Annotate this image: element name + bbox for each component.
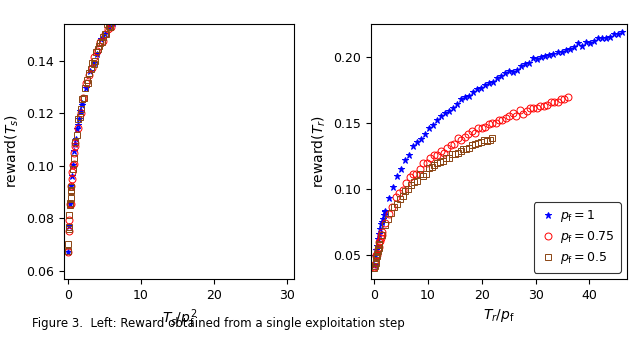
Text: Figure 3.  Left: Reward obtained from a single exploitation step: Figure 3. Left: Reward obtained from a s… [32,317,404,330]
Line: $p_{\mathrm{f}} = 0.75$: $p_{\mathrm{f}} = 0.75$ [371,94,572,271]
$p_{\mathrm{f}} = 1$ [513,67,521,71]
$p_{\mathrm{f}} = 0.5$ [436,160,444,164]
$p_{\mathrm{f}} = 0.5$ [448,152,456,156]
$p_{\mathrm{f}} = 0.5$ [468,143,476,147]
$p_{\mathrm{f}} = 0.75$ [371,265,378,269]
$p_{\mathrm{f}} = 0.5$ [396,197,403,201]
$p_{\mathrm{f}} = 1$ [371,263,378,267]
$p_{\mathrm{f}} = 0.5$ [393,202,401,206]
$p_{\mathrm{f}} = 0.5$ [488,136,496,140]
$p_{\mathrm{f}} = 0.5$ [408,183,415,187]
$p_{\mathrm{f}} = 0.5$ [378,233,386,237]
X-axis label: $T_s/p_{\mathrm{f}}^2$: $T_s/p_{\mathrm{f}}^2$ [161,307,197,330]
$p_{\mathrm{f}} = 0.5$ [471,141,479,146]
$p_{\mathrm{f}} = 0.5$ [410,180,418,184]
$p_{\mathrm{f}} = 0.5$ [445,156,452,160]
$p_{\mathrm{f}} = 0.5$ [376,243,383,247]
$p_{\mathrm{f}} = 0.5$ [381,223,389,227]
$p_{\mathrm{f}} = 1$ [618,30,626,34]
$p_{\mathrm{f}} = 0.5$ [371,266,378,270]
$p_{\mathrm{f}} = 0.5$ [372,254,380,258]
$p_{\mathrm{f}} = 0.5$ [442,156,450,160]
Y-axis label: reward$(T_r)$: reward$(T_r)$ [310,115,328,188]
$p_{\mathrm{f}} = 0.5$ [422,172,429,176]
$p_{\mathrm{f}} = 0.5$ [372,256,380,260]
$p_{\mathrm{f}} = 0.5$ [401,189,409,193]
$p_{\mathrm{f}} = 0.5$ [399,194,406,198]
$p_{\mathrm{f}} = 0.5$ [439,159,447,164]
$p_{\mathrm{f}} = 0.5$ [486,138,493,142]
$p_{\mathrm{f}} = 0.75$ [509,111,516,115]
$p_{\mathrm{f}} = 0.75$ [550,100,558,104]
$p_{\mathrm{f}} = 0.5$ [483,139,490,143]
$p_{\mathrm{f}} = 0.5$ [433,161,441,165]
$p_{\mathrm{f}} = 0.5$ [454,151,461,155]
$p_{\mathrm{f}} = 0.5$ [404,187,412,191]
$p_{\mathrm{f}} = 0.5$ [387,211,395,215]
$p_{\mathrm{f}} = 0.5$ [474,141,482,146]
$p_{\mathrm{f}} = 0.5$ [375,246,383,250]
Legend: $p_{\mathrm{f}} = 1$, $p_{\mathrm{f}} = 0.75$, $p_{\mathrm{f}} = 0.5$: $p_{\mathrm{f}} = 1$, $p_{\mathrm{f}} = … [534,202,621,273]
$p_{\mathrm{f}} = 0.75$ [430,153,438,157]
$p_{\mathrm{f}} = 0.5$ [374,250,381,254]
$p_{\mathrm{f}} = 0.5$ [460,147,467,151]
$p_{\mathrm{f}} = 0.5$ [425,166,433,170]
$p_{\mathrm{f}} = 0.75$ [388,205,396,209]
Y-axis label: reward$(T_s)$: reward$(T_s)$ [3,114,20,188]
$p_{\mathrm{f}} = 0.5$ [416,172,424,176]
$p_{\mathrm{f}} = 0.5$ [371,265,379,269]
$p_{\mathrm{f}} = 0.5$ [413,179,421,183]
$p_{\mathrm{f}} = 0.5$ [465,146,473,150]
X-axis label: $T_r/p_{\mathrm{f}}$: $T_r/p_{\mathrm{f}}$ [483,307,515,324]
$p_{\mathrm{f}} = 0.5$ [374,245,382,250]
$p_{\mathrm{f}} = 1$ [525,61,533,65]
$p_{\mathrm{f}} = 0.5$ [428,165,435,169]
$p_{\mathrm{f}} = 0.5$ [419,174,427,178]
$p_{\mathrm{f}} = 1$ [380,213,388,217]
$p_{\mathrm{f}} = 0.5$ [431,163,438,167]
$p_{\mathrm{f}} = 0.5$ [451,152,459,156]
$p_{\mathrm{f}} = 0.5$ [384,217,392,221]
$p_{\mathrm{f}} = 0.5$ [376,242,383,246]
Line: $p_{\mathrm{f}} = 1$: $p_{\mathrm{f}} = 1$ [371,29,625,268]
$p_{\mathrm{f}} = 0.5$ [463,147,470,151]
$p_{\mathrm{f}} = 0.5$ [457,149,465,153]
$p_{\mathrm{f}} = 1$ [401,158,408,162]
$p_{\mathrm{f}} = 0.75$ [440,151,448,155]
$p_{\mathrm{f}} = 0.75$ [564,95,572,99]
$p_{\mathrm{f}} = 0.5$ [477,140,484,144]
$p_{\mathrm{f}} = 0.5$ [390,205,397,209]
$p_{\mathrm{f}} = 0.5$ [373,252,381,256]
$p_{\mathrm{f}} = 0.75$ [378,233,385,237]
$p_{\mathrm{f}} = 1$ [493,76,501,80]
Line: $p_{\mathrm{f}} = 0.5$: $p_{\mathrm{f}} = 0.5$ [372,135,495,271]
$p_{\mathrm{f}} = 0.5$ [480,138,488,142]
$p_{\mathrm{f}} = 0.5$ [372,261,380,265]
$p_{\mathrm{f}} = 1$ [429,122,436,126]
